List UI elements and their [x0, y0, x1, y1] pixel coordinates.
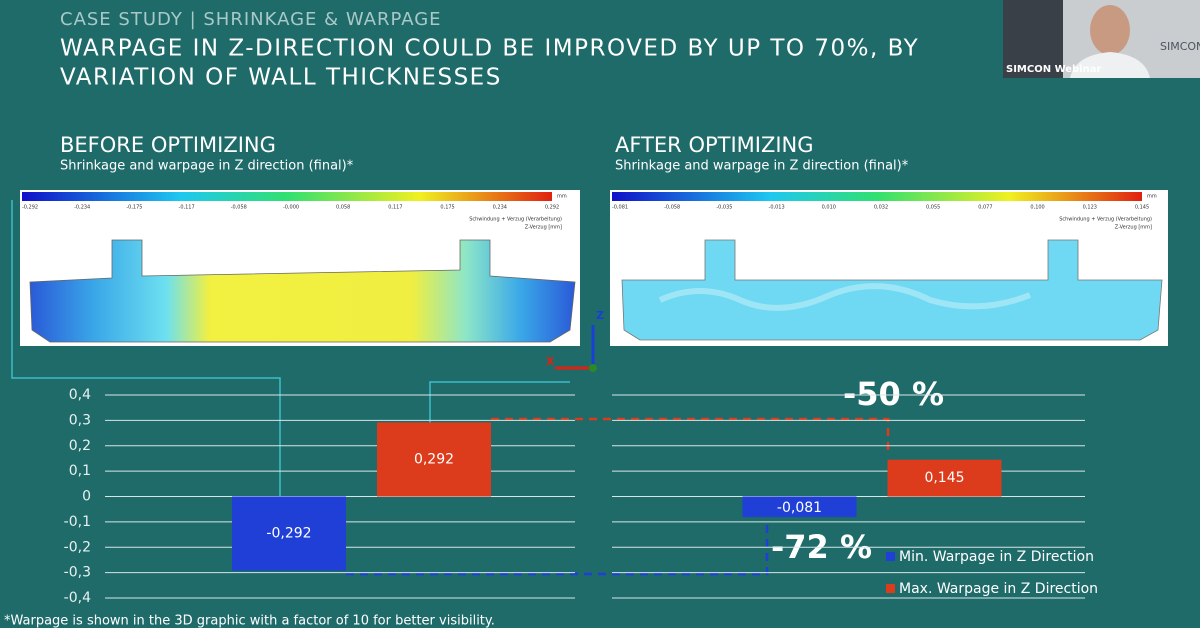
scale-label: -0,013: [769, 205, 785, 211]
reduction-line: [346, 522, 769, 576]
value-label: -0,292: [266, 526, 311, 542]
y-tick-label: -0,4: [64, 590, 91, 606]
scale-label: 0,077: [978, 205, 992, 211]
panel-heading: AFTER OPTIMIZING: [615, 133, 814, 157]
y-tick-label: -0,3: [64, 565, 91, 581]
scale-label: -0,175: [126, 205, 142, 211]
legend-label: Min. Warpage in Z Direction: [899, 549, 1094, 565]
bar: [232, 496, 346, 571]
bar: [742, 496, 857, 518]
panel-heading: BEFORE OPTIMIZING: [60, 133, 276, 157]
value-label: 0,292: [414, 451, 454, 467]
y-tick-label: 0,1: [69, 463, 91, 479]
scale-label: -0,292: [22, 205, 38, 211]
scale-label: -0,058: [231, 205, 247, 211]
axis-label: Z: [596, 309, 604, 322]
panel-subtitle: Shrinkage and warpage in Z direction (fi…: [615, 159, 909, 174]
image-legend: Schwindung + Verzug (Verarbeitung): [469, 217, 562, 223]
scale-label: 0,234: [493, 205, 507, 211]
webcam-logo: SIMCON: [1160, 40, 1200, 53]
scale-label: -0,117: [179, 205, 195, 211]
title: WARPAGE IN Z-DIRECTION COULD BE IMPROVED…: [60, 36, 919, 62]
scale-unit: mm: [1147, 194, 1157, 200]
footnote: *Warpage is shown in the 3D graphic with…: [4, 614, 495, 628]
panel-subtitle: Shrinkage and warpage in Z direction (fi…: [60, 159, 354, 174]
scale-label: 0,055: [926, 205, 940, 211]
scale-label: 0,145: [1135, 205, 1149, 211]
scale-label: 0,032: [874, 205, 888, 211]
value-label: -0,081: [777, 500, 822, 516]
title: VARIATION OF WALL THICKNESSES: [60, 65, 502, 91]
webcam-caption: SIMCON Webinar: [1006, 64, 1101, 75]
scale-label: 0,100: [1030, 205, 1044, 211]
bar: [887, 459, 1002, 497]
scale-label: 0,010: [822, 205, 836, 211]
color-scale: [22, 192, 552, 201]
y-tick-label: 0,4: [69, 387, 91, 403]
axis-label: X: [546, 355, 555, 368]
legend-label: Max. Warpage in Z Direction: [899, 581, 1098, 597]
scale-label: -0,234: [74, 205, 90, 211]
axis-triad: [589, 364, 597, 372]
scale-label: 0,175: [440, 205, 454, 211]
image-legend: Z-Verzug [mm]: [1115, 225, 1152, 231]
legend-swatch: [886, 584, 895, 593]
scale-label: -0,035: [716, 205, 732, 211]
legend-swatch: [886, 552, 895, 561]
y-tick-label: 0,3: [69, 412, 91, 428]
y-tick-label: -0,1: [64, 514, 91, 530]
image-legend: Z-Verzug [mm]: [525, 225, 562, 231]
scale-label: 0,058: [336, 205, 350, 211]
connector: [429, 381, 570, 442]
scale-label: 0,292: [545, 205, 559, 211]
scale-label: -0,058: [664, 205, 680, 211]
part-shading: [658, 283, 1032, 311]
scale-label: 0,123: [1083, 205, 1097, 211]
scale-label: 0,117: [388, 205, 402, 211]
y-tick-label: 0: [82, 489, 91, 505]
scale-label: -0,081: [612, 205, 628, 211]
scale-label: -0,000: [283, 205, 299, 211]
connector: [11, 200, 281, 508]
person: [1070, 52, 1150, 78]
person: [1090, 5, 1130, 55]
webcam-wall: [1003, 0, 1063, 78]
color-scale: [612, 192, 1142, 201]
scale-unit: mm: [557, 194, 567, 200]
reduction-line: [491, 417, 890, 455]
part: [29, 239, 576, 343]
bar: [377, 422, 491, 497]
y-tick-label: 0,2: [69, 438, 91, 454]
annotation: -50 %: [843, 375, 944, 413]
value-label: 0,145: [924, 470, 964, 486]
image-legend: Schwindung + Verzug (Verarbeitung): [1059, 217, 1152, 223]
kicker: CASE STUDY | SHRINKAGE & WARPAGE: [60, 9, 442, 30]
y-tick-label: -0,2: [64, 539, 91, 555]
